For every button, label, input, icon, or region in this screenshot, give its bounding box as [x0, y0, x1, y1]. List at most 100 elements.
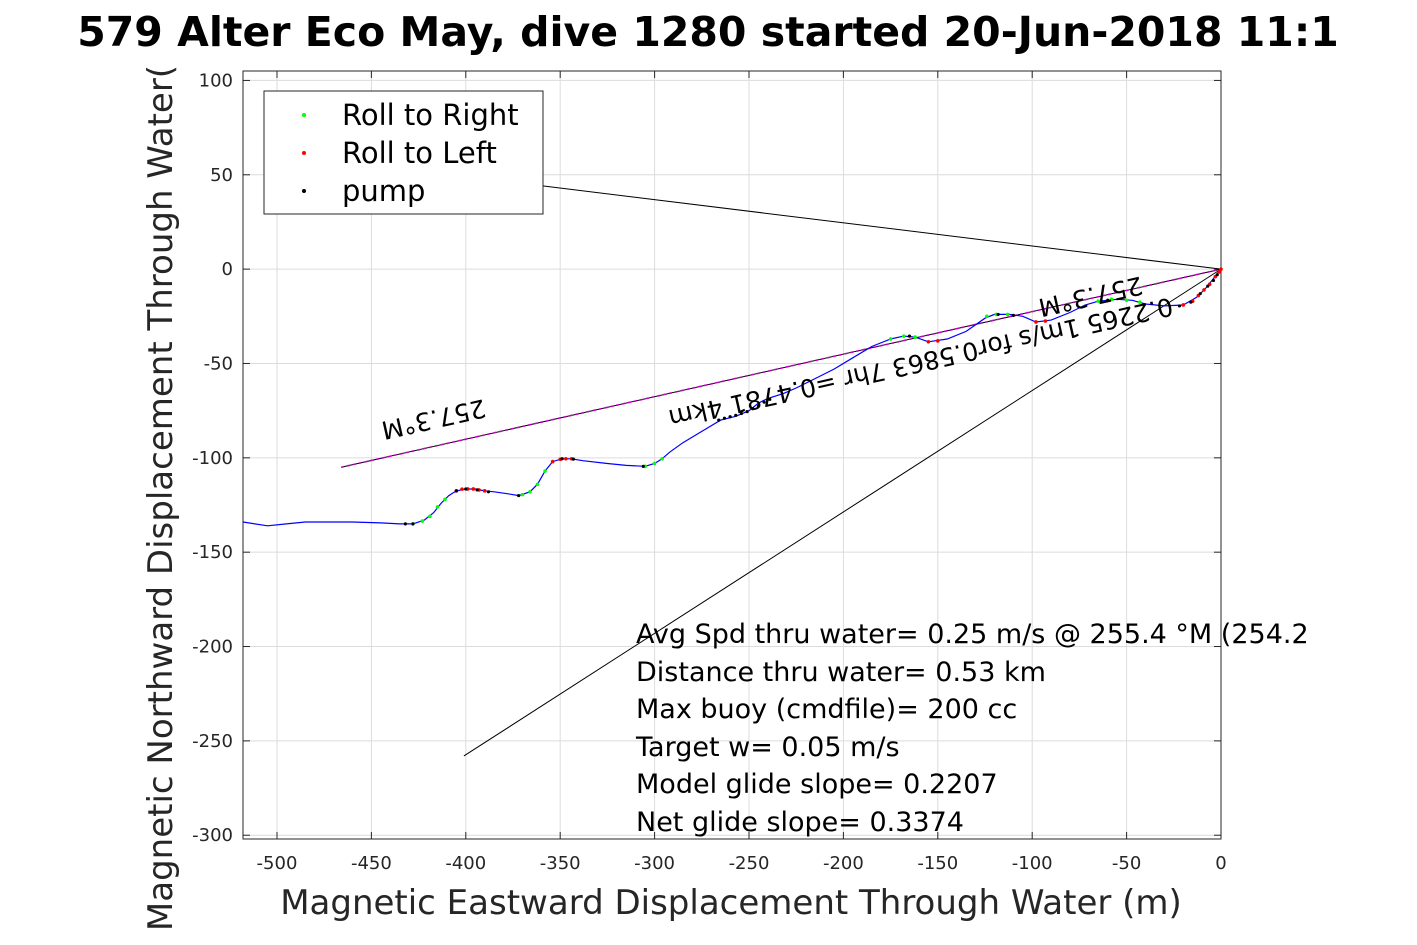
guide-line	[482, 178, 1222, 270]
rotated-labels: 257.3°M 0.2265 1m/s for0.5863 7hr =0.4781…	[379, 271, 1176, 445]
roll-left-point	[1202, 288, 1206, 292]
y-tick-label: 100	[199, 70, 233, 91]
roll-right-point	[660, 456, 664, 461]
pump-point	[728, 415, 732, 419]
plot-area-frame	[242, 70, 1222, 840]
roll-right-point	[1124, 298, 1129, 303]
y-tick-label: -50	[204, 353, 233, 374]
guide-line	[463, 268, 1222, 757]
pump-point	[996, 312, 1000, 317]
x-tick-label: -200	[823, 853, 864, 874]
axis-ticks: -500 -450 -400 -350 -300 -250 -200 -150 -100 -50 0…	[192, 70, 1227, 874]
y-tick-label: -150	[192, 542, 233, 563]
annotation-max-buoy: Max buoy (cmdfile)= 200 cc	[636, 694, 1017, 725]
annotation-net-glide: Net glide slope= 0.3374	[636, 807, 964, 838]
roll-left-point	[1217, 270, 1221, 274]
y-tick-label: -250	[192, 731, 233, 752]
roll-right-point	[1109, 297, 1114, 302]
roll-right-point	[888, 337, 893, 341]
y-tick-label: -200	[192, 637, 233, 658]
roll-right-point	[428, 514, 432, 519]
stats-annotation: Avg Spd thru water= 0.25 m/s @ 255.4 °M …	[635, 619, 1309, 838]
roll-right-point	[435, 505, 440, 509]
x-tick-label: -350	[540, 853, 581, 874]
pump-point	[1106, 298, 1110, 302]
legend-label-roll-left: Roll to Left	[342, 136, 497, 170]
roll-right-point	[1138, 300, 1142, 304]
pump-point	[722, 416, 727, 420]
roll-left-point	[1181, 303, 1186, 307]
y-axis-label: Magnetic Northward Displacement Through …	[141, 65, 181, 931]
pump-point	[1206, 284, 1210, 288]
legend: Roll to Right Roll to Left pump	[263, 90, 544, 215]
pump-point	[571, 457, 576, 461]
pump-point	[641, 464, 645, 468]
x-axis-label: Magnetic Eastward Displacement Through W…	[280, 883, 1182, 923]
pump-point	[1011, 313, 1015, 317]
roll-right-point	[652, 461, 657, 466]
roll-right-point	[420, 519, 425, 523]
x-tick-label: -50	[1112, 853, 1141, 874]
legend-box	[263, 90, 544, 215]
pump-point	[1189, 300, 1193, 304]
pump-point	[454, 489, 458, 493]
pump-point	[1198, 292, 1202, 296]
y-tick-label: -100	[192, 448, 233, 469]
legend-marker-pump	[302, 189, 306, 193]
roll-left-point	[550, 459, 555, 464]
roll-right-point	[535, 482, 540, 487]
legend-marker-roll-left	[302, 151, 306, 155]
pump-point	[1211, 278, 1216, 283]
x-tick-label: 0	[1215, 853, 1226, 874]
legend-label-roll-right: Roll to Right	[342, 98, 519, 132]
pump-point	[745, 409, 749, 414]
roll-right-point	[543, 469, 547, 473]
x-tick-label: -150	[917, 853, 958, 874]
roll-right-point	[1005, 312, 1010, 317]
y-tick-label: 50	[210, 165, 233, 186]
pump-point	[411, 522, 415, 526]
pump-point	[717, 418, 721, 422]
roll-left-point	[471, 487, 476, 491]
x-tick-label: -300	[634, 853, 675, 874]
track-markers	[403, 267, 1223, 526]
roll-left-point	[926, 339, 931, 344]
pump-point	[762, 400, 766, 404]
pump-point	[517, 493, 521, 498]
pump-point	[756, 404, 761, 408]
y-tick-label: -300	[192, 825, 233, 846]
chart-title: 579 Alter Eco May, dive 1280 started 20-…	[77, 8, 1339, 56]
roll-right-point	[913, 335, 917, 339]
annotation-distance: Distance thru water= 0.53 km	[636, 657, 1046, 688]
roll-left-point	[1219, 267, 1223, 271]
x-tick-label: -450	[351, 853, 392, 874]
roll-right-point	[902, 334, 906, 338]
x-tick-label: -100	[1012, 853, 1053, 874]
x-tick-label: -400	[445, 853, 486, 874]
pump-point	[907, 334, 912, 338]
roll-left-point	[564, 456, 568, 461]
pump-point	[1215, 273, 1219, 277]
pump-point	[403, 522, 407, 526]
rotated-label: 0.2265 1m/s for0.5863 7hr =0.4781 4km	[666, 291, 1176, 433]
legend-label-pump: pump	[342, 174, 425, 208]
pump-point	[464, 487, 468, 491]
pump-point	[751, 407, 755, 411]
roll-left-point	[460, 487, 464, 491]
heading-line-dashed	[341, 268, 1222, 469]
roll-right-point	[443, 497, 447, 502]
x-tick-label: -250	[729, 853, 770, 874]
x-tick-label: -500	[257, 853, 298, 874]
roll-right-point	[985, 314, 989, 319]
legend-marker-roll-right	[302, 113, 306, 117]
pump-point	[560, 457, 564, 461]
roll-left-point	[1043, 319, 1048, 323]
pump-point	[1177, 304, 1182, 308]
pump-point	[475, 488, 479, 492]
roll-left-point	[935, 339, 940, 343]
roll-right-point	[1096, 299, 1101, 304]
roll-left-point	[1034, 320, 1038, 324]
y-tick-label: 0	[222, 259, 233, 280]
guide-lines	[341, 178, 1222, 757]
